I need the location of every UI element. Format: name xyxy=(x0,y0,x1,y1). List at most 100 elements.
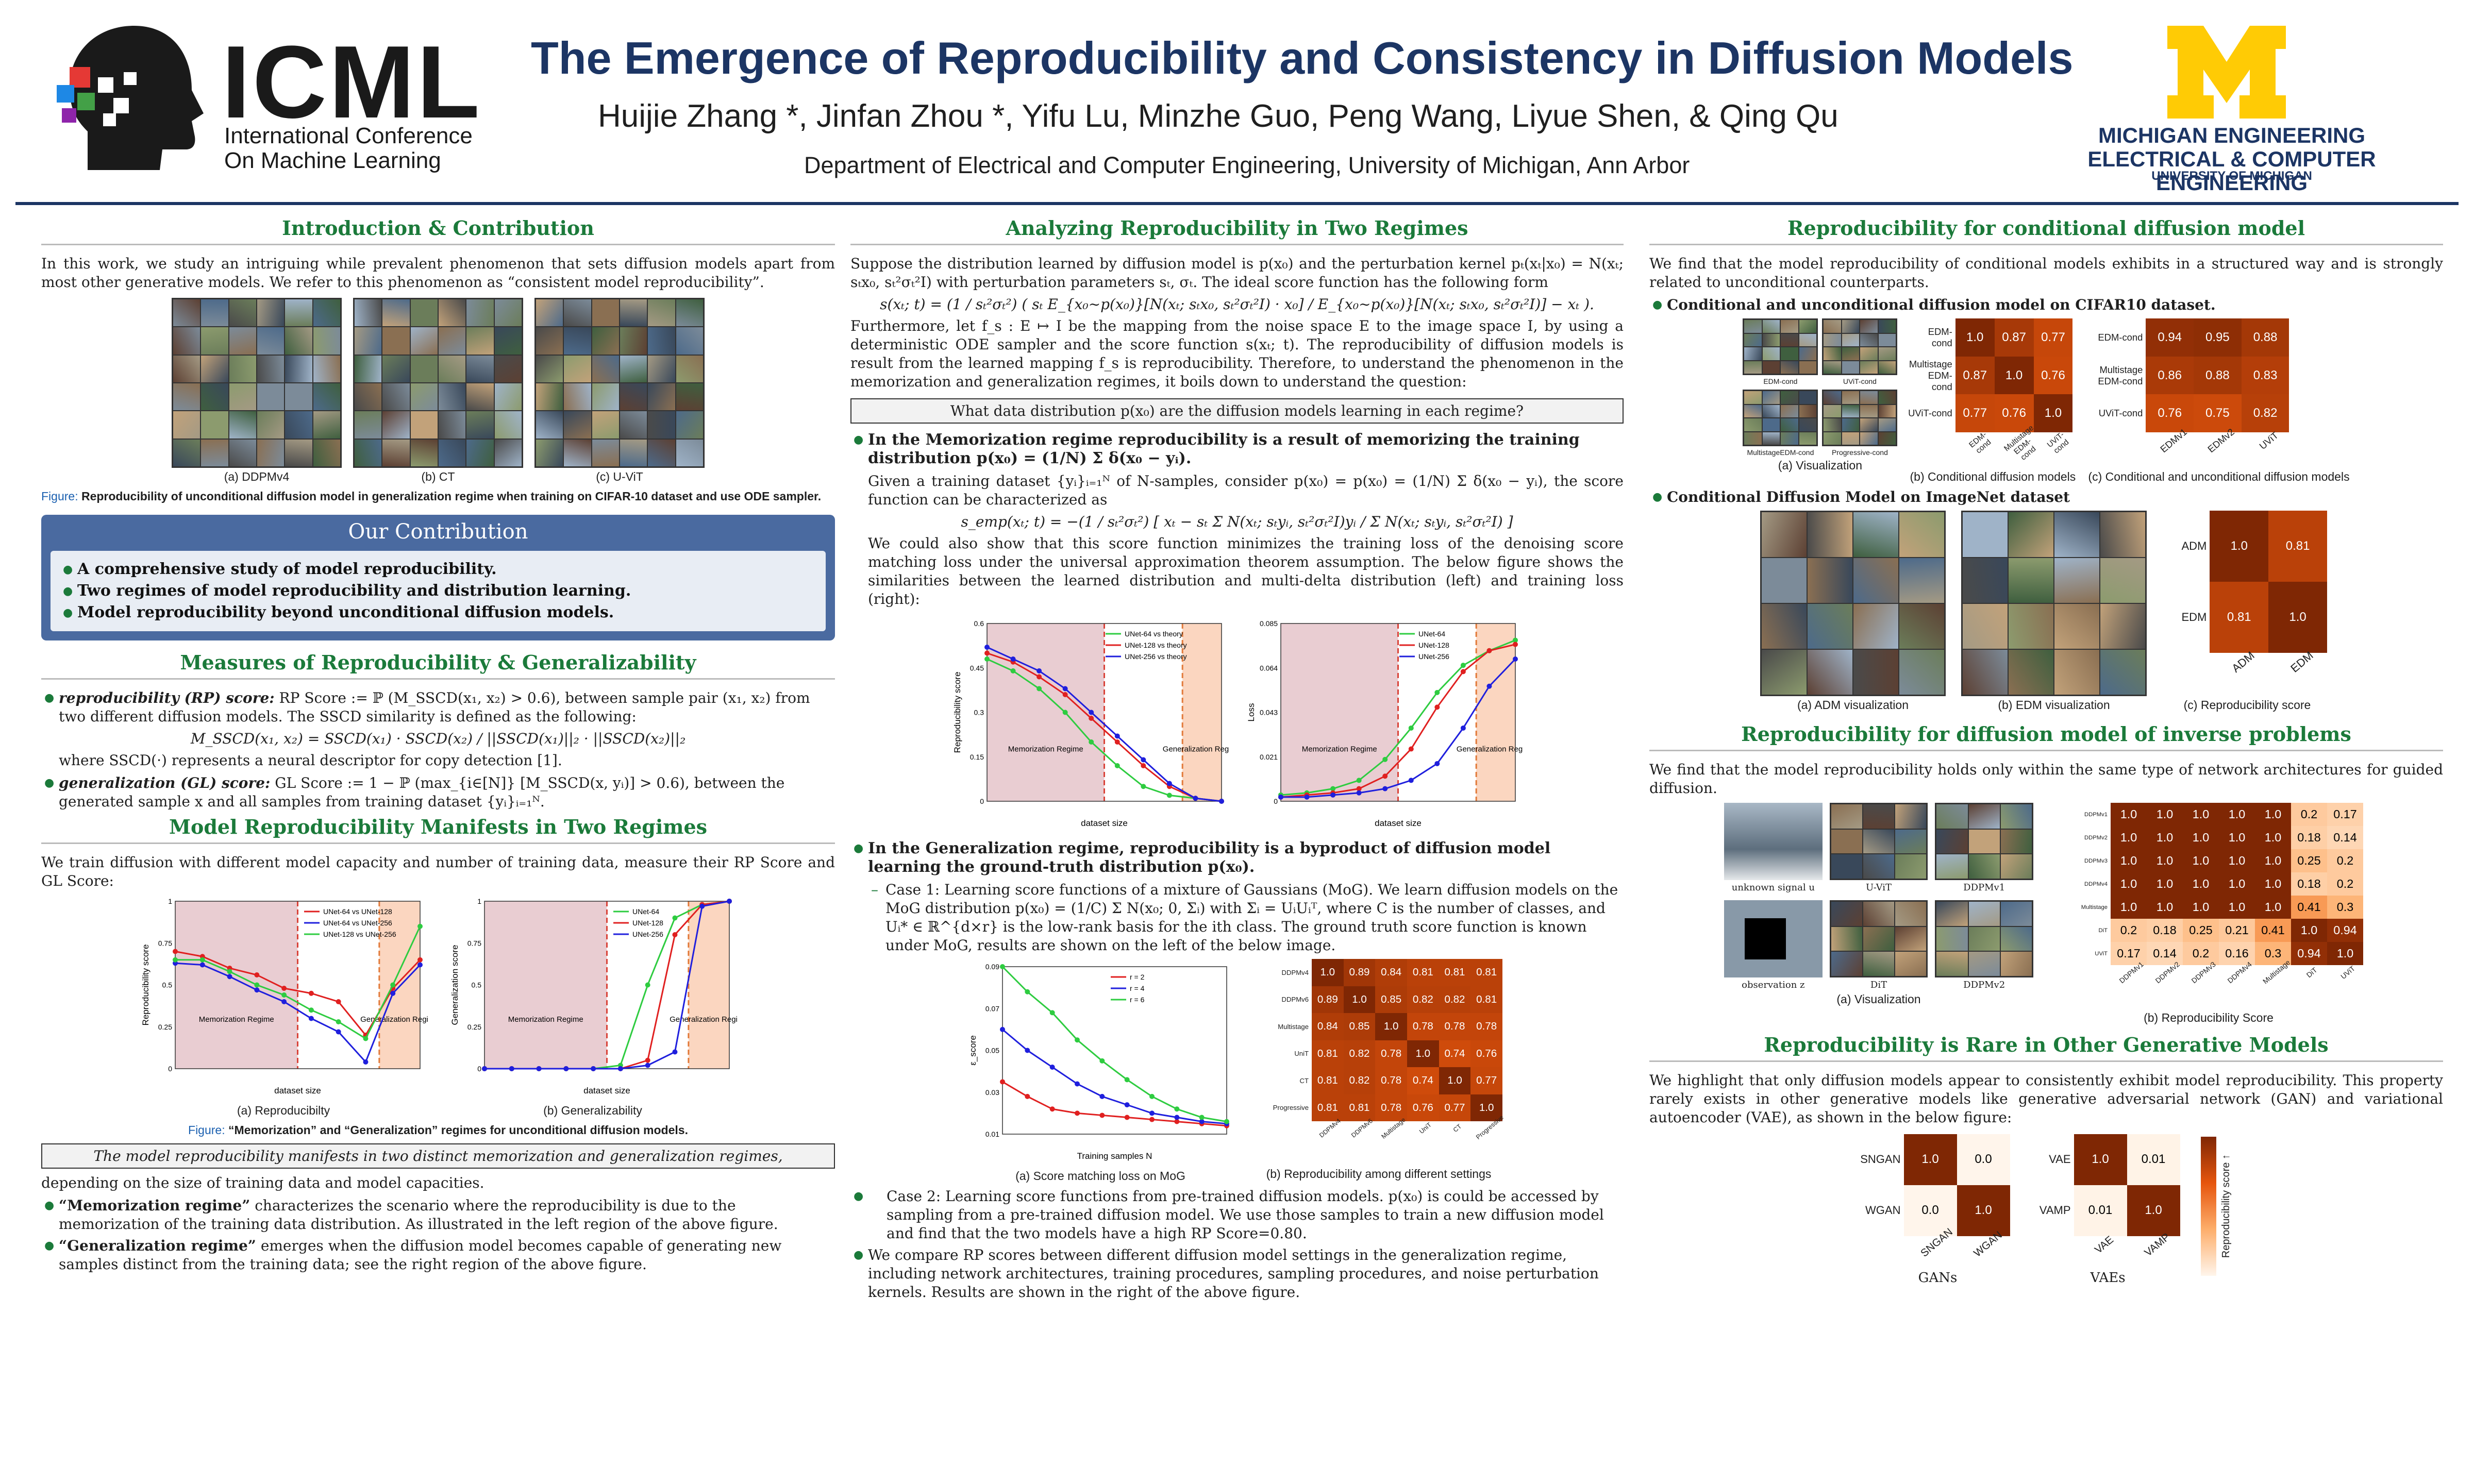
heatmap-cell: 0.78 xyxy=(1375,1094,1407,1121)
heatmap-cell: 0.18 xyxy=(2291,826,2327,849)
data-point xyxy=(1114,733,1120,739)
data-point xyxy=(1434,761,1440,766)
sample-thumbnail xyxy=(592,299,619,327)
y-tick-label: 0.15 xyxy=(970,753,984,761)
sample-thumbnail xyxy=(2000,902,2032,926)
sample-thumbnail xyxy=(173,327,200,355)
sample-thumbnail xyxy=(257,327,285,355)
data-point xyxy=(1037,674,1042,680)
sample-thumbnail xyxy=(410,327,438,355)
sample-thumbnail xyxy=(1878,320,1896,333)
y-axis-label: Generalization score xyxy=(450,945,460,1025)
legend-label: UNet-64 xyxy=(632,907,659,916)
sample-thumbnail xyxy=(1799,320,1817,333)
sample-thumbnail xyxy=(173,439,200,466)
sample-thumbnail xyxy=(438,411,466,439)
legend-label: UNet-128 vs theory xyxy=(1125,641,1187,649)
sample-thumbnail xyxy=(1968,804,2000,829)
sample-thumbnail xyxy=(536,327,563,355)
sample-thumbnail xyxy=(592,355,619,382)
data-point xyxy=(1000,1026,1005,1032)
sample-thumbnail xyxy=(1936,829,1968,854)
manifest-heading: Model Reproducibility Manifests in Two R… xyxy=(41,815,835,844)
heatmap-cell: 1.0 xyxy=(2183,849,2219,872)
data-point xyxy=(984,650,990,656)
y-tick-label: 0.03 xyxy=(985,1088,999,1097)
sample-thumbnail xyxy=(620,439,647,466)
sample-thumbnail xyxy=(1808,512,1852,557)
series-line xyxy=(987,652,1222,802)
settings-heatmap: 1.0 0.89 0.84 0.81 0.81 0.81 0.89 1.0 0.85 0.82 0.… xyxy=(1250,959,1508,1165)
sample-thumbnail xyxy=(1762,512,1807,557)
sample-thumbnail xyxy=(1831,902,1862,926)
data-point xyxy=(727,899,732,904)
sample-thumbnail xyxy=(1744,404,1762,417)
sample-thumbnail xyxy=(676,299,703,327)
sample-thumbnail xyxy=(1863,854,1895,879)
contribution-item: Two regimes of model reproducibility and… xyxy=(60,582,816,600)
y-tick-label: 1 xyxy=(168,897,172,905)
heatmap-row-label: UViT-cond xyxy=(1908,408,1952,419)
data-point xyxy=(227,974,232,980)
sample-thumbnail xyxy=(1936,926,1968,951)
sample-thumbnail xyxy=(1744,320,1762,333)
heatmap-cell: 0.25 xyxy=(2183,919,2219,942)
y-tick-label: 0.043 xyxy=(1260,709,1278,717)
sample-thumbnail xyxy=(229,383,256,411)
series-line xyxy=(175,926,421,1040)
data-point xyxy=(672,1049,678,1055)
sample-thumbnail xyxy=(2054,604,2099,649)
sample-thumbnail xyxy=(1878,347,1896,360)
sample-thumbnail xyxy=(564,411,591,439)
heatmap-cell: 0.2 xyxy=(2183,942,2219,965)
image-grid-multistage-cond xyxy=(1743,390,1818,446)
data-point xyxy=(1224,1119,1229,1124)
series-line xyxy=(1002,1081,1227,1127)
memorization-region xyxy=(175,901,298,1069)
heatmap-row-label: Progressive xyxy=(1273,1104,1309,1112)
column-3: Reproducibility for conditional diffusio… xyxy=(1649,216,2443,1286)
data-point xyxy=(1408,725,1414,731)
sample-thumbnail xyxy=(1762,347,1780,360)
data-point xyxy=(1149,1117,1155,1122)
heatmap-cell: 0.18 xyxy=(2147,919,2183,942)
series-line xyxy=(484,900,730,1070)
heatmap-row-label: DDPMv1 xyxy=(2084,811,2108,818)
y-tick-label: 0.25 xyxy=(158,1023,172,1031)
icml-wordmark: ICML xyxy=(222,25,482,140)
generalization-region xyxy=(379,901,420,1069)
heatmap-cell: 1.0 xyxy=(2183,826,2219,849)
heatmap-row-label: CT xyxy=(1299,1076,1309,1085)
data-point xyxy=(417,957,423,963)
sample-thumbnail xyxy=(648,299,675,327)
poster-title: The Emergence of Reproducibility and Con… xyxy=(531,32,2074,83)
sample-thumbnail xyxy=(355,411,382,439)
sample-thumbnail xyxy=(494,439,522,466)
sample-thumbnail xyxy=(1899,650,1944,695)
sample-thumbnail xyxy=(257,299,285,327)
sample-thumbnail xyxy=(1860,418,1878,431)
compare-item: We compare RP scores between different d… xyxy=(850,1246,1624,1302)
empirical-score-equation: s_emp(xₜ; t) = −(1 / sₜ²σₜ²) [ xₜ − sₜ Σ… xyxy=(961,513,1513,530)
y-axis-label: Reproducibility score xyxy=(141,945,151,1026)
sample-thumbnail xyxy=(1968,952,2000,976)
data-point xyxy=(254,987,260,993)
y-tick-label: 0.07 xyxy=(985,1004,999,1013)
heatmap-cell: 1.0 xyxy=(2327,942,2363,965)
sample-thumbnail xyxy=(620,327,647,355)
heatmap-cell: 1.0 xyxy=(2255,803,2291,826)
sample-thumbnail xyxy=(1853,650,1898,695)
data-point xyxy=(1114,763,1120,768)
heatmap-cell: 1.0 xyxy=(2219,803,2255,826)
heatmap-cell: 0.81 xyxy=(1470,959,1502,986)
sample-thumbnail xyxy=(2054,558,2099,603)
heatmap-cell: 1.0 xyxy=(2183,803,2219,826)
heatmap-row-label: VAE xyxy=(2049,1153,2071,1166)
sample-thumbnail xyxy=(1824,361,1841,374)
heatmap-cell: 0.87 xyxy=(1955,356,1995,395)
data-point xyxy=(227,969,232,974)
inverse-heatmap: 1.0 1.0 1.0 1.0 1.0 0.2 0.17 1.0 1.0 1.0 1.0 1.0 0.1… xyxy=(2049,803,2368,1009)
sample-thumbnail xyxy=(1863,902,1895,926)
sample-thumbnail xyxy=(676,355,703,382)
y-tick-label: 0.09 xyxy=(985,963,999,971)
